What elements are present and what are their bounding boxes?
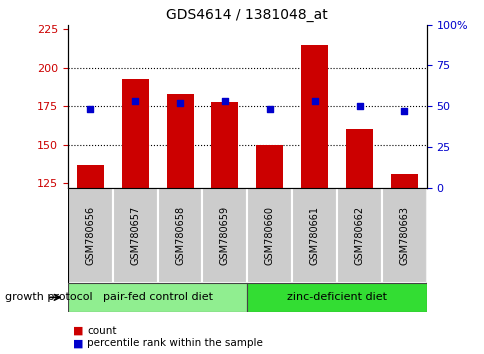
Bar bbox=[247, 188, 291, 283]
Bar bbox=[211, 102, 238, 188]
Text: GSM780661: GSM780661 bbox=[309, 206, 319, 265]
Bar bbox=[112, 188, 157, 283]
Point bbox=[355, 103, 363, 109]
Bar bbox=[157, 188, 202, 283]
Bar bbox=[336, 188, 381, 283]
Point bbox=[400, 108, 408, 114]
Text: zinc-deficient diet: zinc-deficient diet bbox=[287, 292, 386, 302]
Point bbox=[176, 100, 183, 106]
Title: GDS4614 / 1381048_at: GDS4614 / 1381048_at bbox=[166, 8, 328, 22]
Text: GSM780662: GSM780662 bbox=[354, 206, 364, 265]
Bar bbox=[381, 188, 426, 283]
Text: percentile rank within the sample: percentile rank within the sample bbox=[87, 338, 263, 348]
Text: GSM780660: GSM780660 bbox=[264, 206, 274, 265]
Text: growth protocol: growth protocol bbox=[5, 292, 92, 302]
Bar bbox=[256, 144, 283, 188]
Bar bbox=[301, 45, 327, 188]
Point bbox=[86, 107, 94, 112]
Bar bbox=[346, 129, 372, 188]
Text: GSM780657: GSM780657 bbox=[130, 206, 140, 265]
Bar bbox=[247, 283, 426, 312]
Bar bbox=[291, 188, 336, 283]
Bar bbox=[166, 94, 193, 188]
Point bbox=[310, 98, 318, 104]
Text: pair-fed control diet: pair-fed control diet bbox=[103, 292, 212, 302]
Bar bbox=[68, 283, 247, 312]
Text: GSM780656: GSM780656 bbox=[85, 206, 95, 265]
Text: GSM780659: GSM780659 bbox=[219, 206, 229, 265]
Bar bbox=[121, 79, 148, 188]
Text: ■: ■ bbox=[73, 326, 83, 336]
Text: count: count bbox=[87, 326, 117, 336]
Text: GSM780663: GSM780663 bbox=[398, 206, 408, 265]
Bar bbox=[390, 174, 417, 188]
Text: GSM780658: GSM780658 bbox=[175, 206, 185, 265]
Text: ■: ■ bbox=[73, 338, 83, 348]
Point bbox=[131, 98, 139, 104]
Bar bbox=[202, 188, 247, 283]
Bar bbox=[68, 188, 112, 283]
Point bbox=[221, 98, 228, 104]
Point bbox=[265, 107, 273, 112]
Bar bbox=[76, 165, 104, 188]
